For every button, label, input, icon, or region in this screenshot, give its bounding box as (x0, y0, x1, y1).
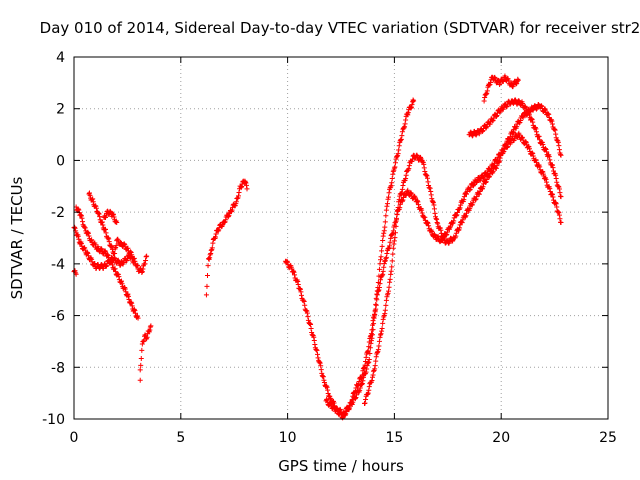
y-tick-label: -8 (51, 360, 65, 376)
y-tick-label: 4 (56, 50, 65, 66)
series-arc-10 (361, 101, 564, 406)
series-arc-12 (466, 97, 564, 200)
x-tick-label: 15 (385, 430, 403, 446)
x-tick-label: 5 (176, 430, 185, 446)
x-tick-label: 10 (279, 430, 297, 446)
series-arc-11 (481, 73, 521, 104)
series-arc-4 (86, 190, 150, 275)
plot-frame (73, 56, 609, 420)
grid-lines (74, 57, 608, 419)
x-axis-label: GPS time / hours (278, 457, 404, 475)
y-axis-label: SDTVAR / TECUs (8, 176, 26, 299)
y-tick-label: -2 (51, 205, 65, 221)
y-tick-label: -4 (51, 257, 65, 273)
series-arc-6 (137, 323, 154, 383)
series-arc-5 (101, 208, 120, 225)
y-tick-label: 0 (56, 153, 65, 169)
series-arc-2 (71, 268, 79, 277)
y-tick-label: 2 (56, 102, 65, 118)
series-arc-8 (282, 97, 417, 418)
axis-ticks: 0 5 10 15 20 25 -10 -8 -6 -4 -2 0 2 4 (42, 50, 617, 446)
x-tick-label: 20 (492, 430, 510, 446)
x-tick-label: 25 (599, 430, 617, 446)
y-tick-label: -10 (42, 412, 65, 428)
series-arc-7 (203, 178, 250, 298)
y-tick-label: -6 (51, 309, 65, 325)
series-arc-3 (73, 204, 141, 321)
x-tick-label: 0 (70, 430, 79, 446)
data-markers (71, 73, 564, 421)
chart-title: Day 010 of 2014, Sidereal Day-to-day VTE… (40, 19, 640, 37)
